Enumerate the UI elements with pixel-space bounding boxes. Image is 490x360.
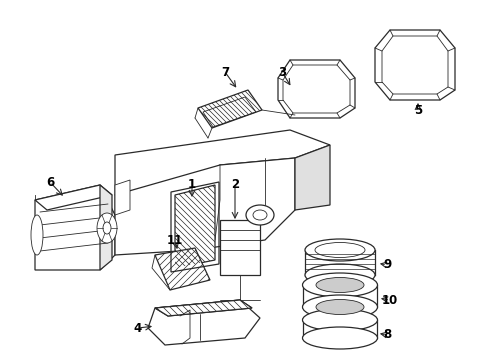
Polygon shape (115, 180, 130, 215)
Polygon shape (220, 220, 260, 275)
Text: 10: 10 (382, 293, 398, 306)
Ellipse shape (302, 295, 377, 319)
Text: 2: 2 (231, 179, 239, 192)
Polygon shape (148, 300, 260, 345)
Ellipse shape (103, 222, 111, 234)
Polygon shape (115, 130, 330, 195)
Ellipse shape (302, 309, 377, 331)
Ellipse shape (305, 264, 375, 286)
Ellipse shape (97, 213, 117, 243)
Text: 4: 4 (134, 321, 142, 334)
Polygon shape (175, 185, 215, 268)
Polygon shape (278, 60, 355, 118)
Polygon shape (198, 90, 262, 128)
Text: 3: 3 (278, 66, 286, 78)
Ellipse shape (305, 239, 375, 261)
Ellipse shape (316, 278, 364, 292)
Ellipse shape (253, 210, 267, 220)
Polygon shape (155, 300, 252, 316)
Polygon shape (283, 65, 350, 113)
Polygon shape (295, 145, 330, 210)
Text: 1: 1 (188, 179, 196, 192)
Polygon shape (155, 300, 252, 316)
Ellipse shape (302, 273, 377, 297)
Text: 8: 8 (383, 328, 391, 342)
Ellipse shape (316, 300, 364, 315)
Polygon shape (115, 158, 295, 255)
Text: 5: 5 (414, 104, 422, 117)
Ellipse shape (302, 327, 377, 349)
Ellipse shape (246, 205, 274, 225)
Polygon shape (155, 248, 210, 290)
Ellipse shape (315, 243, 365, 257)
Polygon shape (35, 185, 112, 210)
Polygon shape (382, 36, 448, 94)
Text: 9: 9 (383, 258, 391, 271)
Polygon shape (100, 185, 112, 270)
Polygon shape (375, 30, 455, 100)
Text: 6: 6 (46, 175, 54, 189)
Text: 7: 7 (221, 66, 229, 78)
Text: 11: 11 (167, 234, 183, 247)
Ellipse shape (31, 215, 43, 255)
Polygon shape (35, 185, 115, 270)
